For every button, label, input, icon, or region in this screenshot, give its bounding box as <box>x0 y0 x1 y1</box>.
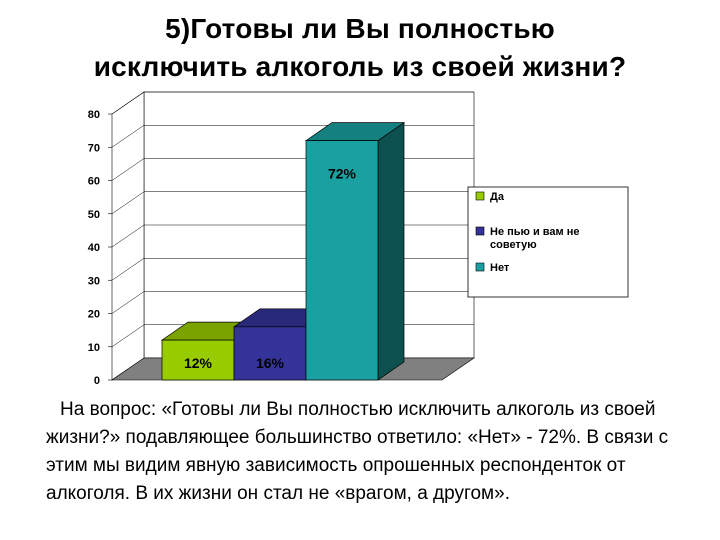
body-paragraph: На вопрос: «Готовы ли Вы полностью исклю… <box>46 399 669 504</box>
title-line-1: 5)Готовы ли Вы полностью <box>165 13 555 44</box>
legend-label-2: Не пью и вам не <box>490 226 579 238</box>
bar-2 <box>233 326 307 381</box>
bar-3 <box>305 140 379 381</box>
slide-title: 5)Готовы ли Вы полностью исключить алког… <box>0 10 720 86</box>
bar-chart: 0 10 20 30 40 50 60 70 80 12% 16% 72% Да Не пью и вам… <box>60 91 640 392</box>
y-tick-label: 60 <box>88 176 100 188</box>
y-tick-label: 30 <box>88 275 100 287</box>
legend-swatch-3 <box>475 262 485 272</box>
y-tick-label: 40 <box>88 242 100 254</box>
legend-label-1: Да <box>490 191 505 203</box>
data-label-3: 72% <box>328 166 357 182</box>
legend-label-2: советую <box>490 239 537 251</box>
y-tick-label: 70 <box>88 142 100 154</box>
bar-1 <box>161 339 235 381</box>
y-tick-label: 80 <box>88 109 100 121</box>
y-tick-label: 0 <box>94 375 100 387</box>
data-label-2: 16% <box>256 355 285 371</box>
legend-swatch-1 <box>475 191 485 201</box>
chart-svg: 0 10 20 30 40 50 60 70 80 12% 16% 72% Да Не пью и вам… <box>88 91 629 387</box>
legend-swatch-2 <box>475 226 485 236</box>
gridline <box>111 91 474 115</box>
y-tick-label: 50 <box>88 209 100 221</box>
title-line-2: исключить алкоголь из своей жизни? <box>93 51 627 82</box>
legend-box <box>467 186 629 298</box>
y-tick-label: 10 <box>88 342 100 354</box>
legend-label-3: Нет <box>490 262 510 274</box>
data-label-1: 12% <box>184 355 213 371</box>
bar-side-3 <box>377 121 405 381</box>
y-tick-label: 20 <box>88 309 100 321</box>
